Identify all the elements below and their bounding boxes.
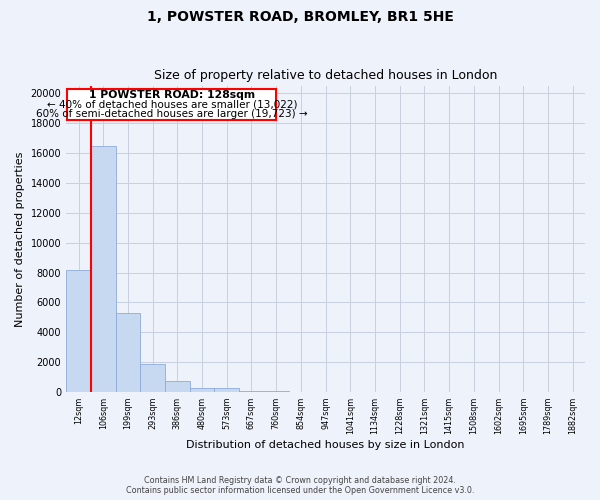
Bar bbox=[214, 388, 239, 392]
Bar bbox=[116, 313, 140, 392]
Bar bbox=[165, 381, 190, 392]
Bar bbox=[91, 146, 116, 392]
Text: 1, POWSTER ROAD, BROMLEY, BR1 5HE: 1, POWSTER ROAD, BROMLEY, BR1 5HE bbox=[146, 10, 454, 24]
Text: ← 40% of detached houses are smaller (13,022): ← 40% of detached houses are smaller (13… bbox=[47, 100, 297, 110]
Bar bbox=[239, 390, 264, 392]
X-axis label: Distribution of detached houses by size in London: Distribution of detached houses by size … bbox=[187, 440, 465, 450]
Bar bbox=[190, 388, 214, 392]
Y-axis label: Number of detached properties: Number of detached properties bbox=[15, 152, 25, 326]
Bar bbox=[140, 364, 165, 392]
Bar bbox=[66, 270, 91, 392]
FancyBboxPatch shape bbox=[67, 89, 276, 120]
Text: 60% of semi-detached houses are larger (19,723) →: 60% of semi-detached houses are larger (… bbox=[36, 109, 308, 119]
Text: 1 POWSTER ROAD: 128sqm: 1 POWSTER ROAD: 128sqm bbox=[89, 90, 255, 100]
Title: Size of property relative to detached houses in London: Size of property relative to detached ho… bbox=[154, 69, 497, 82]
Text: Contains HM Land Registry data © Crown copyright and database right 2024.
Contai: Contains HM Land Registry data © Crown c… bbox=[126, 476, 474, 495]
